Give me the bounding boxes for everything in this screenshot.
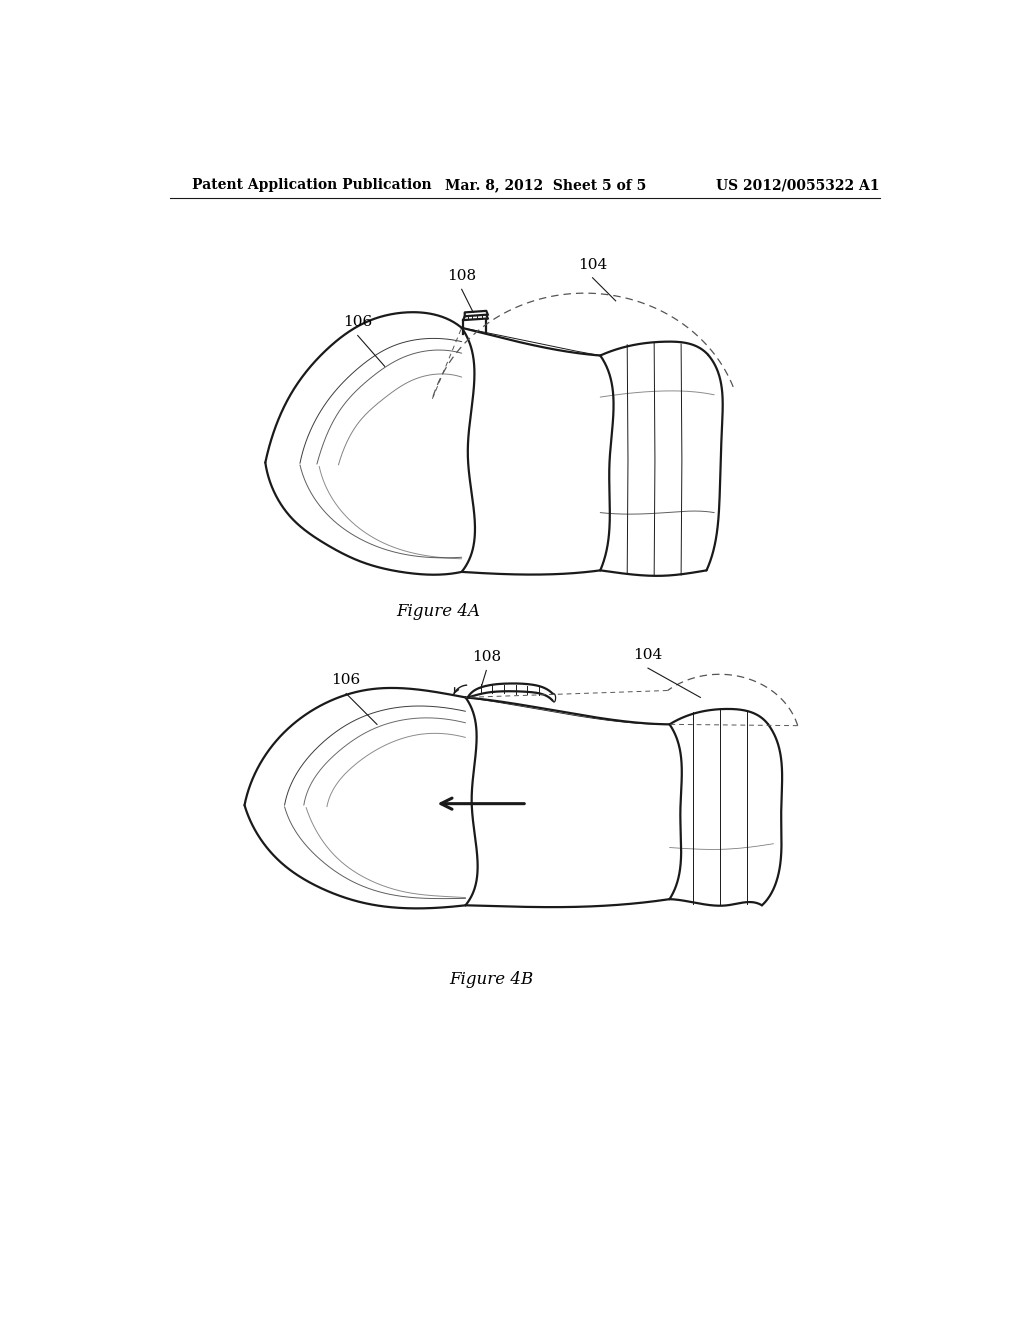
Text: 106: 106 <box>332 673 360 688</box>
Text: 108: 108 <box>472 651 501 664</box>
Text: Mar. 8, 2012  Sheet 5 of 5: Mar. 8, 2012 Sheet 5 of 5 <box>444 178 646 193</box>
Text: US 2012/0055322 A1: US 2012/0055322 A1 <box>716 178 880 193</box>
Text: 106: 106 <box>343 315 373 330</box>
Text: Patent Application Publication: Patent Application Publication <box>193 178 432 193</box>
Text: 104: 104 <box>578 257 607 272</box>
Text: Figure 4A: Figure 4A <box>396 603 480 620</box>
Text: 108: 108 <box>447 269 476 284</box>
Text: Figure 4B: Figure 4B <box>449 970 534 987</box>
Text: 104: 104 <box>634 648 663 663</box>
